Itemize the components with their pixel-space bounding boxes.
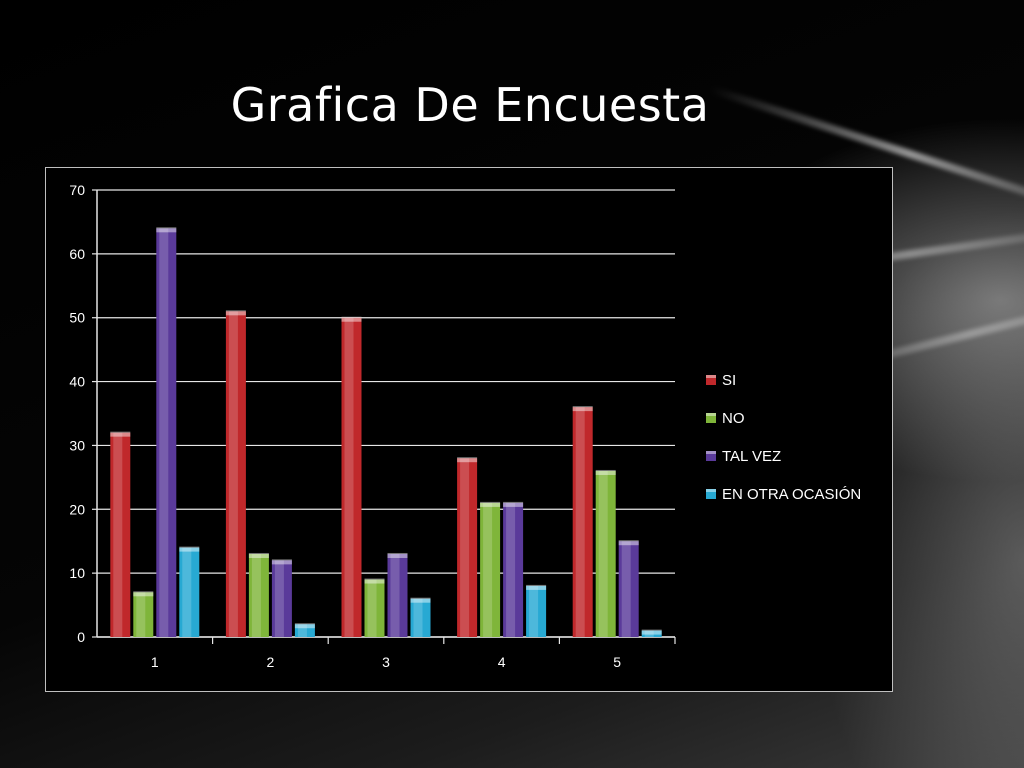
bar-cap <box>110 431 131 437</box>
chart-legend: SI NO TAL VEZ EN OTRA OCASIÓN <box>706 361 861 513</box>
bar-cap <box>457 457 478 463</box>
bar-highlight <box>159 228 169 638</box>
y-tick-label: 0 <box>77 629 85 645</box>
bar-highlight <box>367 579 377 637</box>
y-tick-label: 10 <box>69 565 85 581</box>
legend-item: SI <box>706 361 861 399</box>
legend-swatch <box>706 451 716 461</box>
bar-highlight <box>251 553 261 637</box>
bar-highlight <box>644 630 654 637</box>
legend-item: TAL VEZ <box>706 437 861 475</box>
bar <box>225 311 246 637</box>
y-tick-label: 50 <box>69 310 85 326</box>
bar-cap <box>225 310 246 316</box>
bar-highlight <box>274 560 284 637</box>
bar <box>457 458 478 637</box>
bar <box>364 579 385 637</box>
y-tick-label: 20 <box>69 501 85 517</box>
bar <box>641 630 662 637</box>
bar <box>618 541 639 637</box>
y-tick-label: 70 <box>69 182 85 198</box>
slide-title: Grafica De Encuesta <box>230 78 710 132</box>
bar <box>503 502 524 637</box>
bar <box>156 228 177 638</box>
bar-highlight <box>598 470 608 637</box>
bar <box>110 432 131 637</box>
chart-panel: 0 10 20 30 40 50 60 70 1 2 3 4 5 SI NO TAL VEZ EN OTRA … <box>45 167 893 692</box>
bar-highlight <box>344 317 354 637</box>
bar-cap <box>294 623 315 629</box>
bar <box>526 585 547 637</box>
bar <box>410 598 431 637</box>
bar-highlight <box>506 502 516 637</box>
bar-cap <box>480 501 501 507</box>
x-tick-label: 4 <box>498 654 506 670</box>
bar-cap <box>595 469 616 475</box>
bar-cap <box>156 227 177 233</box>
bar-cap <box>526 584 547 590</box>
legend-item: EN OTRA OCASIÓN <box>706 475 861 513</box>
bar-cap <box>248 552 269 558</box>
bar <box>294 624 315 637</box>
bar-cap <box>618 540 639 546</box>
legend-swatch <box>706 375 716 385</box>
bar <box>248 553 269 637</box>
bar-cap <box>341 316 362 322</box>
bar-highlight <box>182 547 192 637</box>
bar-cap <box>364 578 385 584</box>
bar-highlight <box>297 624 307 637</box>
bar <box>341 317 362 637</box>
bar-cap <box>271 559 292 565</box>
x-tick-label: 5 <box>613 654 621 670</box>
x-tick-label: 3 <box>382 654 390 670</box>
legend-item: NO <box>706 399 861 437</box>
bar-cap <box>179 546 200 552</box>
bar <box>179 547 200 637</box>
x-tick-label: 2 <box>267 654 275 670</box>
bar <box>271 560 292 637</box>
legend-label: TAL VEZ <box>722 447 782 465</box>
legend-label: NO <box>722 409 745 427</box>
bar-highlight <box>621 541 631 637</box>
bar-highlight <box>483 502 493 637</box>
y-tick-label: 60 <box>69 246 85 262</box>
bar <box>133 592 154 637</box>
bar <box>595 470 616 637</box>
bar-highlight <box>529 585 539 637</box>
bar-cap <box>572 406 593 412</box>
y-tick-label: 30 <box>69 437 85 453</box>
bar-chart: 0 10 20 30 40 50 60 70 1 2 3 4 5 <box>69 182 676 670</box>
bar-cap <box>641 629 662 635</box>
bar <box>480 502 501 637</box>
x-tick-label: 1 <box>151 654 159 670</box>
legend-swatch <box>706 489 716 499</box>
bar <box>387 553 408 637</box>
bar-highlight <box>575 407 585 637</box>
bar-cap <box>387 552 408 558</box>
bar-cap <box>133 591 154 597</box>
bar-cap <box>410 597 431 603</box>
bar-highlight <box>136 592 146 637</box>
legend-swatch <box>706 413 716 423</box>
y-tick-label: 40 <box>69 374 85 390</box>
bar-highlight <box>413 598 423 637</box>
legend-label: EN OTRA OCASIÓN <box>722 485 862 503</box>
bar-highlight <box>228 311 238 637</box>
bar-highlight <box>460 458 470 637</box>
bar-cap <box>503 501 524 507</box>
bar <box>572 407 593 637</box>
legend-label: SI <box>722 371 737 389</box>
bar-highlight <box>113 432 123 637</box>
bar-highlight <box>390 553 400 637</box>
